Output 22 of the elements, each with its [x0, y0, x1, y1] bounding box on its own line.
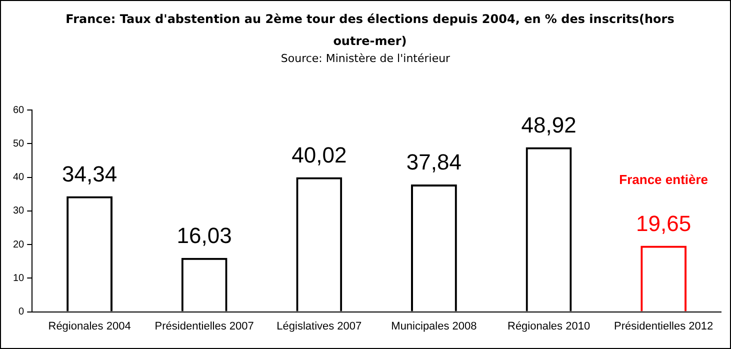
- y-tick-label: 0: [18, 306, 25, 318]
- data-label: 48,92: [521, 112, 576, 138]
- data-label: 37,84: [406, 150, 462, 175]
- data-label: 40,02: [292, 142, 347, 168]
- x-tick-label: Régionales 2010: [507, 320, 590, 332]
- chart-title: France: Taux d'abstention au 2ème tour des élections depuis 2004, en % des inscrits(hors outre-mer): [64, 11, 676, 50]
- y-tick-label: 40: [13, 172, 25, 184]
- y-tick-label: 50: [13, 138, 25, 150]
- x-tick-label: Présidentielles 2012: [614, 320, 714, 332]
- annotation: France entière: [619, 172, 708, 187]
- x-tick-label: Présidentielles 2007: [154, 320, 254, 332]
- x-tick-label: Municipales 2008: [391, 320, 477, 332]
- chart-subtitle: Source: Ministère de l'intérieur: [280, 52, 452, 65]
- y-tick-label: 60: [13, 104, 25, 116]
- x-tick-label: Législatives 2007: [276, 320, 362, 332]
- data-label: 19,65: [636, 210, 692, 236]
- y-tick-label: 10: [13, 272, 25, 284]
- x-tick-label: Régionales 2004: [48, 320, 131, 332]
- y-tick-label: 20: [13, 239, 25, 250]
- data-label: 16,03: [176, 222, 232, 248]
- y-tick-label: 30: [13, 206, 25, 217]
- data-label: 34,34: [62, 161, 118, 186]
